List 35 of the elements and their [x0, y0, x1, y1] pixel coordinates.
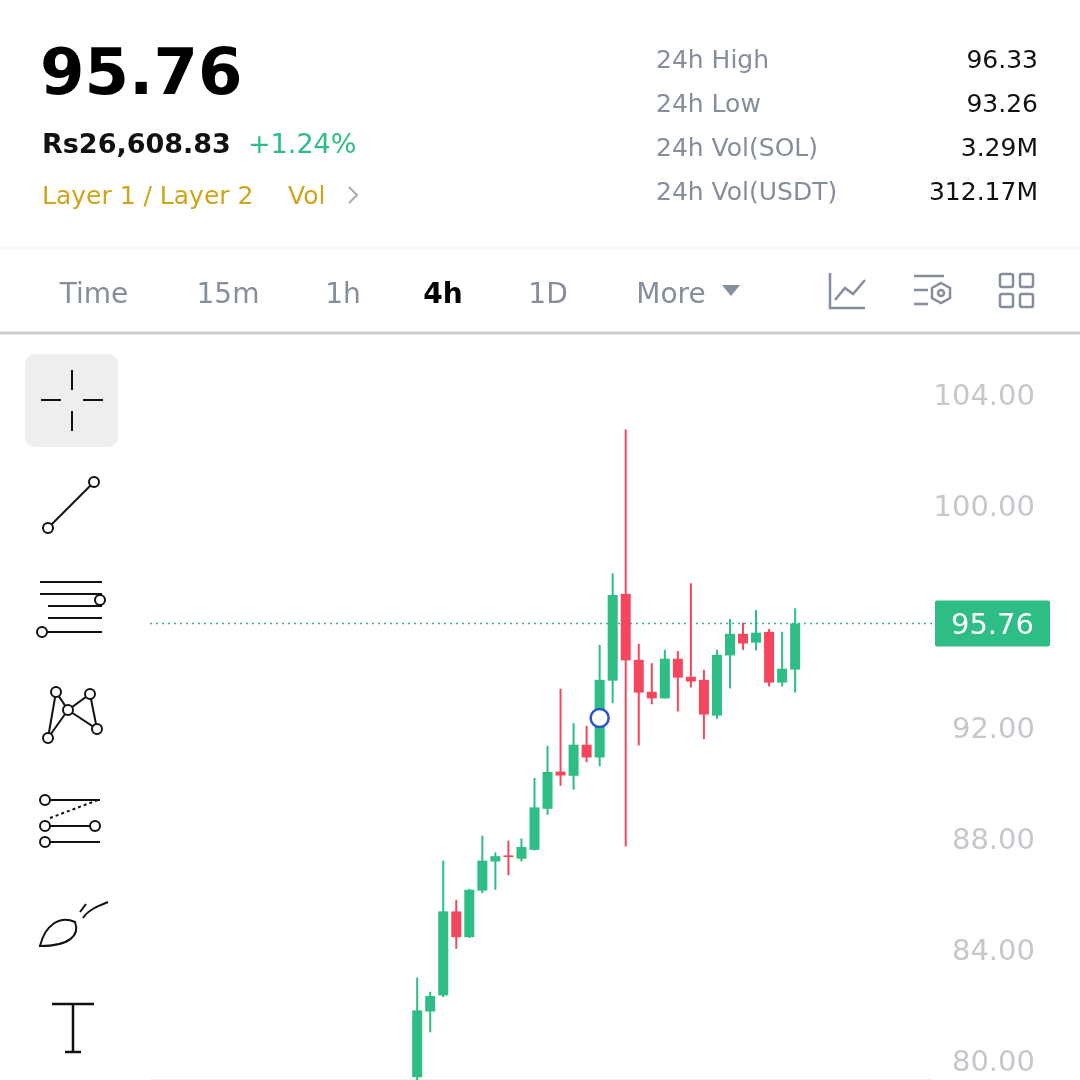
candlestick — [777, 630, 788, 688]
candlestick — [581, 724, 592, 764]
candlestick — [425, 990, 436, 1034]
text: Rs26,608.83 — [42, 128, 231, 159]
text: 1h — [325, 277, 361, 310]
text: Layer 1 / Layer 2 — [42, 181, 254, 210]
text: Time — [58, 277, 129, 310]
text: 15m — [196, 277, 260, 310]
candlestick — [516, 837, 527, 863]
y-tick-label: 80.00 — [951, 1043, 1035, 1078]
text: 4h — [423, 277, 463, 310]
text: 24h Low — [656, 89, 761, 118]
text: 93.26 — [966, 89, 1038, 118]
text: More — [636, 277, 706, 310]
candlestick — [646, 662, 657, 706]
candlestick — [503, 839, 514, 877]
ref-line-label: 95.76 — [950, 606, 1034, 641]
text: 3.29M — [960, 133, 1038, 162]
text: 24h Vol(SOL) — [656, 133, 818, 162]
y-tick-label: 88.00 — [951, 821, 1035, 856]
text: 24h High — [656, 45, 770, 74]
y-tick-label: 84.00 — [951, 932, 1035, 967]
text: +1.24% — [248, 128, 357, 159]
candlestick — [672, 649, 683, 713]
text: Vol — [288, 181, 326, 210]
candlestick — [738, 621, 749, 651]
text: 24h Vol(USDT) — [656, 177, 838, 206]
y-tick-label: 104.00 — [933, 378, 1035, 413]
text: 312.17M — [928, 177, 1038, 206]
text: 96.33 — [966, 45, 1038, 74]
text: 1D — [528, 277, 568, 310]
y-tick-label: 92.00 — [951, 710, 1035, 745]
chart-title: 95.76 — [40, 35, 243, 109]
y-tick-label: 100.00 — [933, 488, 1035, 523]
candlestick — [490, 851, 501, 891]
